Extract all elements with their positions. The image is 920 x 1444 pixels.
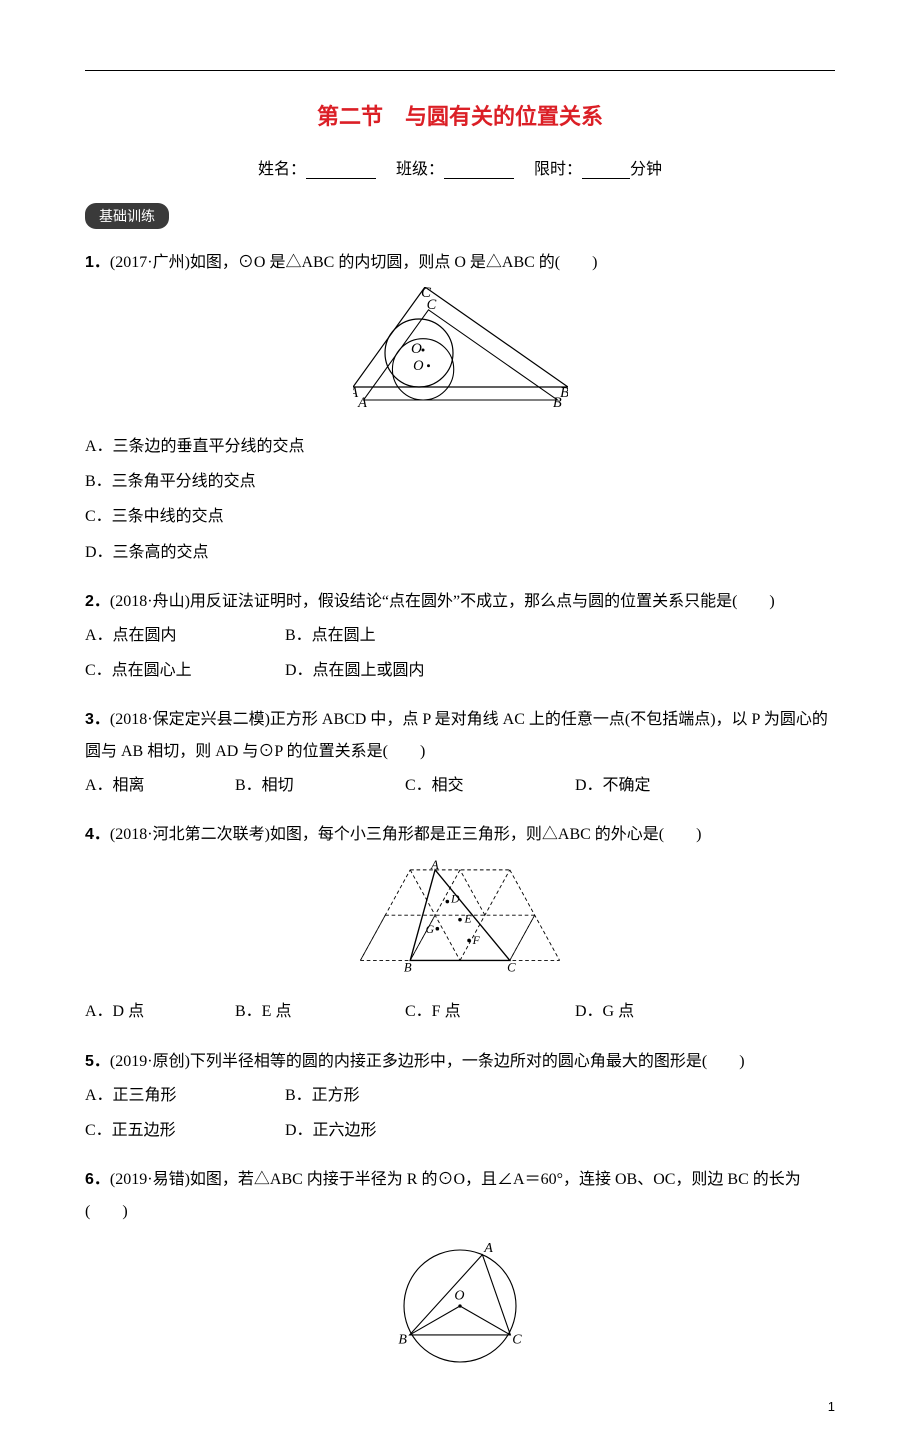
svg-text:F: F [472, 934, 481, 947]
q1-opt-c: C．三条中线的交点 [85, 499, 835, 534]
q5-num: 5． [85, 1053, 110, 1070]
limit-blank [582, 163, 630, 179]
q5-opt-c: C．正五边形 [85, 1113, 285, 1148]
q6-num: 6． [85, 1171, 110, 1188]
svg-text:E: E [464, 913, 472, 926]
q1-text: 1．(2017·广州)如图，⊙O 是△ABC 的内切圆，则点 O 是△ABC 的… [85, 247, 835, 279]
class-blank [444, 163, 514, 179]
q4-opt-a: A．D 点 [85, 994, 235, 1029]
q4-opt-c: C．F 点 [405, 994, 575, 1029]
q4-options: A．D 点 B．E 点 C．F 点 D．G 点 [85, 994, 835, 1029]
svg-text:C: C [512, 1332, 522, 1347]
q3-opt-d: D．不确定 [575, 768, 651, 803]
q5-body: (2019·原创)下列半径相等的圆的内接正多边形中，一条边所对的圆心角最大的图形… [110, 1053, 745, 1070]
q2-opt-b: B．点在圆上 [285, 618, 376, 653]
svg-text:B: B [398, 1332, 407, 1347]
question-1: 1．(2017·广州)如图，⊙O 是△ABC 的内切圆，则点 O 是△ABC 的… [85, 247, 835, 570]
svg-text:A: A [483, 1241, 493, 1256]
question-2: 2．(2018·舟山)用反证法证明时，假设结论“点在圆外”不成立，那么点与圆的位… [85, 586, 835, 688]
svg-text:A: A [430, 859, 439, 872]
q4-num: 4． [85, 826, 110, 843]
q2-num: 2． [85, 593, 110, 610]
q1-num: 1． [85, 254, 110, 271]
svg-text:C: C [507, 961, 516, 975]
q5-opt-a: A．正三角形 [85, 1078, 285, 1113]
q6-body: (2019·易错)如图，若△ABC 内接于半径为 R 的⊙O，且∠A＝60°，连… [85, 1171, 801, 1220]
q1-opt-a: A．三条边的垂直平分线的交点 [85, 429, 835, 464]
section-badge: 基础训练 [85, 203, 169, 229]
page-number: 1 [828, 1399, 835, 1414]
svg-text:C: C [426, 299, 436, 313]
q4-opt-d: D．G 点 [575, 994, 634, 1029]
q1-options: A．三条边的垂直平分线的交点 B．三条角平分线的交点 C．三条中线的交点 D．三… [85, 429, 835, 570]
svg-text:O: O [454, 1288, 464, 1303]
q6-text: 6．(2019·易错)如图，若△ABC 内接于半径为 R 的⊙O，且∠A＝60°… [85, 1164, 835, 1228]
q1-figure: O A B C C O A B C [85, 287, 835, 421]
q4-figure: A B C D E F G [85, 859, 835, 986]
question-6: 6．(2019·易错)如图，若△ABC 内接于半径为 R 的⊙O，且∠A＝60°… [85, 1164, 835, 1388]
q5-text: 5．(2019·原创)下列半径相等的圆的内接正多边形中，一条边所对的圆心角最大的… [85, 1046, 835, 1078]
q1-opt-d: D．三条高的交点 [85, 535, 835, 570]
q3-text: 3．(2018·保定定兴县二模)正方形 ABCD 中，点 P 是对角线 AC 上… [85, 704, 835, 768]
q1-opt-b: B．三条角平分线的交点 [85, 464, 835, 499]
svg-text:A: A [357, 395, 367, 409]
svg-text:B: B [404, 961, 412, 975]
question-4: 4．(2018·河北第二次联考)如图，每个小三角形都是正三角形，则△ABC 的外… [85, 819, 835, 1029]
limit-suffix: 分钟 [630, 161, 662, 178]
q2-body: (2018·舟山)用反证法证明时，假设结论“点在圆外”不成立，那么点与圆的位置关… [110, 593, 775, 610]
q2-opt-c: C．点在圆心上 [85, 653, 285, 688]
svg-text:O: O [413, 358, 424, 374]
class-label: 班级： [396, 161, 444, 178]
q4-opt-b: B．E 点 [235, 994, 405, 1029]
q3-opt-b: B．相切 [235, 768, 405, 803]
q3-options: A．相离 B．相切 C．相交 D．不确定 [85, 768, 835, 803]
q2-opt-d: D．点在圆上或圆内 [285, 653, 425, 688]
svg-text:B: B [552, 395, 561, 409]
svg-text:G: G [426, 924, 435, 937]
q3-opt-a: A．相离 [85, 768, 235, 803]
section-title: 第二节 与圆有关的位置关系 [85, 99, 835, 131]
svg-text:D: D [450, 893, 460, 906]
q2-options: A．点在圆内 B．点在圆上 C．点在圆心上 D．点在圆上或圆内 [85, 618, 835, 688]
q3-num: 3． [85, 711, 110, 728]
q2-text: 2．(2018·舟山)用反证法证明时，假设结论“点在圆外”不成立，那么点与圆的位… [85, 586, 835, 618]
q2-opt-a: A．点在圆内 [85, 618, 285, 653]
q3-body: (2018·保定定兴县二模)正方形 ABCD 中，点 P 是对角线 AC 上的任… [85, 711, 828, 760]
q4-body: (2018·河北第二次联考)如图，每个小三角形都是正三角形，则△ABC 的外心是… [110, 826, 702, 843]
q5-opt-b: B．正方形 [285, 1078, 360, 1113]
limit-label: 限时： [534, 161, 582, 178]
name-label: 姓名： [258, 161, 306, 178]
question-3: 3．(2018·保定定兴县二模)正方形 ABCD 中，点 P 是对角线 AC 上… [85, 704, 835, 803]
name-blank [306, 163, 376, 179]
q3-opt-c: C．相交 [405, 768, 575, 803]
question-5: 5．(2019·原创)下列半径相等的圆的内接正多边形中，一条边所对的圆心角最大的… [85, 1046, 835, 1148]
q1-body: (2017·广州)如图，⊙O 是△ABC 的内切圆，则点 O 是△ABC 的( … [110, 254, 598, 271]
q4-text: 4．(2018·河北第二次联考)如图，每个小三角形都是正三角形，则△ABC 的外… [85, 819, 835, 851]
student-info-line: 姓名： 班级： 限时： 分钟 [85, 155, 835, 179]
q6-figure: A B C O [85, 1236, 835, 1388]
q5-opt-d: D．正六边形 [285, 1113, 377, 1148]
top-rule [85, 70, 835, 71]
q5-options: A．正三角形 B．正方形 C．正五边形 D．正六边形 [85, 1078, 835, 1148]
